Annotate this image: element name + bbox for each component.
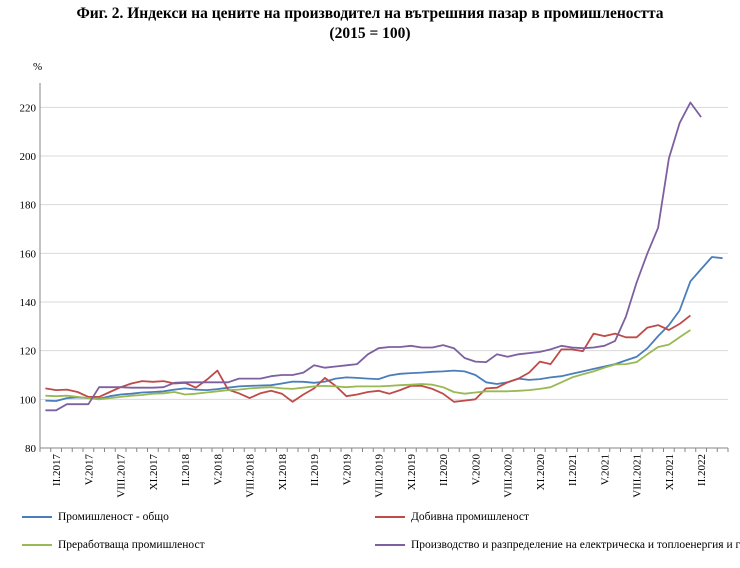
y-tick-label: 80 [25, 443, 37, 455]
legend-label: Производство и разпределение на електрич… [411, 539, 740, 551]
series-line-energy [45, 101, 702, 412]
legend-swatch [22, 544, 52, 546]
x-tick-label: II.2022 [696, 454, 708, 486]
y-tick-label: 180 [20, 200, 37, 212]
x-tick-label: II.2017 [51, 454, 63, 487]
legend-item-mining: Добивна промишленост [375, 511, 529, 523]
legend-label: Преработваща промишленост [58, 539, 205, 551]
x-tick-label: V.2021 [599, 454, 611, 485]
legend-item-industry-total: Промишленост - общо [22, 511, 169, 523]
x-tick-label: XI.2018 [277, 454, 289, 491]
chart-title-line-2: (2015 = 100) [329, 25, 411, 42]
x-tick-label: V.2020 [470, 454, 482, 486]
x-tick-label: VIII.2017 [116, 454, 128, 498]
y-tick-labels: 80 100 120 140 160 180 200 220 [20, 102, 37, 455]
x-tick-label: VIII.2019 [374, 454, 386, 498]
axes [39, 83, 729, 452]
x-tick-label: VIII.2018 [245, 454, 257, 498]
legend-item-manufacturing: Преработваща промишленост [22, 539, 205, 551]
legend-swatch [375, 516, 405, 518]
x-tick-label: XI.2020 [535, 454, 547, 491]
legend-swatch [375, 544, 405, 546]
legend-item-energy: Производство и разпределение на електрич… [375, 539, 740, 551]
x-tick-label: XI.2019 [406, 454, 418, 491]
y-tick-label: 100 [20, 394, 37, 406]
x-tick-label: V.2019 [341, 454, 353, 486]
y-tick-label: 220 [20, 102, 37, 114]
chart-title-line-1: Фиг. 2. Индекси на цените на производите… [76, 5, 664, 22]
y-tick-label: 140 [20, 297, 37, 309]
y-tick-label: 120 [20, 346, 37, 358]
series-line-mining [45, 314, 691, 403]
legend-label: Добивна промишленост [411, 511, 530, 523]
y-tick-label: 160 [20, 248, 37, 260]
x-tick-label: II.2020 [438, 454, 450, 487]
y-grid [40, 106, 728, 449]
series-lines [45, 101, 723, 412]
series-line-manufacturing [45, 329, 691, 401]
x-tick-label: V.2017 [83, 454, 95, 486]
legend-swatch [22, 516, 52, 518]
y-axis-unit-label: % [33, 61, 42, 73]
x-tick-label: II.2018 [180, 454, 192, 487]
x-tick-labels: II.2017 V.2017 VIII.2017 XI.2017 II.2018 V.20… [51, 454, 708, 498]
x-tick-label: II.2021 [567, 454, 579, 486]
x-tick-label: II.2019 [309, 454, 321, 487]
x-tick-label: VIII.2021 [632, 454, 644, 498]
chart-title: Фиг. 2. Индекси на цените на производите… [0, 4, 740, 44]
y-tick-label: 200 [20, 151, 37, 163]
x-tick-label: XI.2021 [664, 454, 676, 490]
x-tick-label: V.2018 [212, 454, 224, 486]
legend-label: Промишленост - общо [58, 511, 169, 523]
x-tick-label: VIII.2020 [503, 454, 515, 498]
x-tick-label: XI.2017 [148, 454, 160, 491]
